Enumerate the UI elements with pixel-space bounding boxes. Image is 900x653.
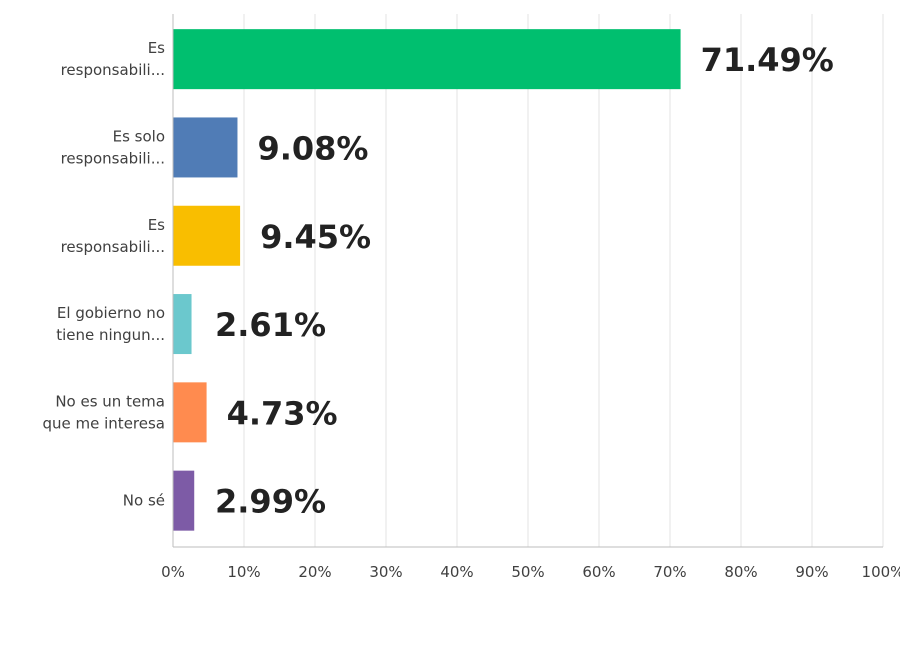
data-label: 4.73% [227,394,338,432]
x-tick-label: 20% [298,563,331,581]
x-tick-label: 10% [227,563,260,581]
x-tick-label: 0% [161,563,185,581]
bar [173,117,238,178]
category-label-line: responsabili... [61,149,165,167]
data-label: 71.49% [701,41,834,79]
category-label-line: responsabili... [61,61,165,79]
x-tick-label: 50% [511,563,544,581]
data-label: 9.08% [257,129,368,167]
bar [173,382,207,443]
category-label: No sé [123,492,165,510]
bar [173,470,195,531]
gridlines [243,14,884,547]
x-tick-label: 60% [582,563,615,581]
category-label: Es responsabili... [61,39,166,79]
category-label: No es un tema que me interesa [43,392,166,432]
category-label: Es responsabili... [61,216,166,256]
data-label: 2.61% [215,306,326,344]
x-axis-ticks: 0% 10% 20% 30% 40% 50% 60% 70% 80% 90% 100% [161,563,900,581]
data-labels: 71.49% 9.08% 9.45% 2.61% 4.73% 2.99% [215,41,834,521]
category-label-line: No sé [123,492,165,510]
x-tick-label: 70% [653,563,686,581]
category-label-line: que me interesa [43,414,166,432]
bar [173,205,241,266]
category-label: Es solo responsabili... [61,127,165,167]
x-tick-label: 100% [862,563,900,581]
category-label-line: Es solo [113,127,165,145]
category-label-line: No es un tema [55,392,165,410]
category-label-line: Es [148,39,165,57]
x-tick-label: 90% [795,563,828,581]
data-label: 2.99% [215,483,326,521]
x-tick-label: 80% [724,563,757,581]
x-tick-label: 40% [440,563,473,581]
category-label-line: El gobierno no [57,304,165,322]
category-label-line: responsabili... [61,238,165,256]
category-label-line: Es [148,216,165,234]
bar [173,29,681,90]
data-label: 9.45% [260,218,371,256]
category-label-line: tiene ningun... [56,326,165,344]
bar [173,294,192,355]
category-labels: Es responsabili...Es solo responsabili...E… [43,39,166,510]
x-tick-label: 30% [369,563,402,581]
bars [173,29,681,531]
category-label: El gobierno no tiene ningun... [56,304,165,344]
